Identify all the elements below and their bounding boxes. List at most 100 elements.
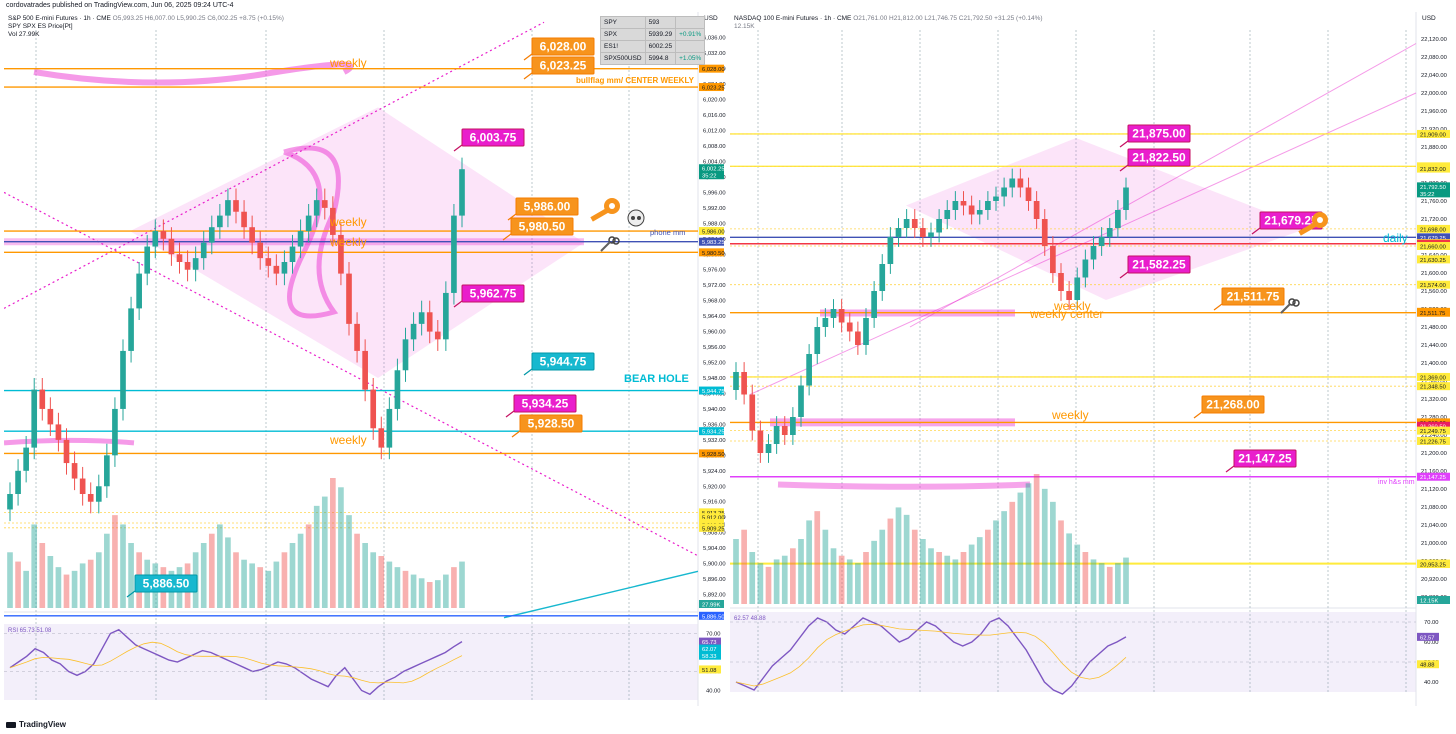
volume-bar — [112, 515, 118, 608]
price-tick: 6,020.00 — [703, 98, 726, 104]
rsi-axis-tag-bg — [699, 637, 721, 646]
candle — [434, 331, 441, 340]
rsi-tick: 40.00 — [1424, 680, 1439, 686]
volume-bar — [1050, 501, 1056, 604]
candle — [47, 408, 54, 425]
callout-text: 5,962.75 — [470, 287, 517, 301]
es-chart-svg[interactable]: RSI 65.73 51.08 USD 6,036.00 6,032.00 6,028.… — [4, 12, 726, 710]
callout-box — [1221, 287, 1285, 306]
price-axis-tag-bg — [1417, 421, 1450, 430]
candle — [451, 215, 457, 293]
price-axis-tag-text: 35:22 — [702, 174, 717, 180]
candle — [378, 428, 385, 448]
footer-text: TradingView — [19, 720, 66, 729]
price-tick: 5,920.00 — [703, 484, 726, 490]
highlight-stroke — [33, 61, 354, 86]
key-ring — [612, 237, 620, 245]
callout-box — [1201, 395, 1265, 414]
annotation-text: weekly — [329, 433, 367, 447]
candle — [23, 447, 29, 471]
price-tick: 6,012.00 — [703, 129, 726, 135]
price-axis-tag: 5,928.50 — [699, 449, 725, 458]
nq-header: NASDAQ 100 E-mini Futures · 1h · CME O21… — [734, 15, 1043, 31]
volume-bar — [1098, 563, 1105, 604]
currency-label: USD — [1422, 15, 1436, 22]
volume-bar — [31, 524, 38, 608]
price-axis-tag: 21,660.00 — [1417, 242, 1450, 251]
price-axis-tag-bg — [1417, 308, 1450, 317]
volume-bar — [39, 543, 46, 608]
callout-pointer — [523, 53, 533, 61]
price-axis-tag: 21,909.00 — [1417, 129, 1450, 138]
rsi-pane[interactable] — [4, 624, 698, 700]
candle — [879, 264, 886, 291]
price-callout: 5,962.75 — [453, 284, 525, 308]
price-tick: 21,480.00 — [1421, 325, 1447, 331]
candle — [31, 389, 38, 448]
price-axis-tag-text: 12.15K — [1420, 599, 1439, 605]
price-axis-tag-text: 21,832.00 — [1420, 167, 1446, 173]
callout-box — [531, 56, 595, 75]
callout-text: 5,986.00 — [524, 200, 571, 214]
price-axis-tag: 6,023.25 — [699, 83, 725, 92]
price-tick: 21,960.00 — [1421, 109, 1447, 115]
ticker-cell-sym: SPX — [600, 28, 646, 41]
price-axis-tag: 21,226.75 — [1417, 436, 1450, 445]
volume-bar — [1106, 566, 1113, 604]
footer-brand[interactable]: TradingView — [6, 720, 66, 729]
candle — [386, 408, 393, 448]
ticker-row: SPX500USD 5994.8 +1.05% — [600, 52, 706, 65]
skull-icon — [627, 209, 645, 227]
volume-bar — [1041, 488, 1048, 604]
callout-text: 21,822.50 — [1132, 151, 1186, 165]
candle — [1017, 178, 1024, 188]
candle — [426, 312, 433, 332]
volume-bar — [944, 555, 951, 604]
volume-bar — [208, 533, 215, 608]
callout-box — [1127, 124, 1191, 143]
volume-bar — [23, 570, 29, 608]
rsi-tick: 60.00 — [1424, 640, 1439, 646]
candle — [289, 246, 296, 262]
price-axis-tag: 21,792.50 — [1417, 182, 1450, 191]
candle — [1033, 201, 1040, 219]
price-tick: 21,760.00 — [1421, 199, 1447, 205]
volume-bar — [120, 524, 126, 608]
volume-bar — [265, 570, 272, 608]
ticker-row: SPX 5939.29 +0.91% — [600, 28, 706, 41]
annotation-text: weekly — [1053, 299, 1091, 313]
price-tick: 22,080.00 — [1421, 55, 1447, 61]
nq-chart-svg[interactable]: 62.57 48.88 USD 22,120.00 22,080.00 22,040.0… — [730, 12, 1452, 710]
price-tick: 5,936.00 — [703, 422, 726, 428]
key-hole — [1317, 217, 1323, 223]
candle — [176, 254, 183, 262]
price-tick: 5,916.00 — [703, 500, 726, 506]
volume-bar — [434, 580, 441, 608]
candle — [15, 470, 21, 494]
price-axis-tag: 21,832.00 — [1417, 164, 1450, 173]
candle — [757, 430, 764, 453]
volume-bar — [338, 487, 344, 608]
nq-chart-panel[interactable]: 62.57 48.88 USD 22,120.00 22,080.00 22,040.0… — [730, 12, 1452, 710]
annotation-text: BEAR HOLE — [624, 373, 689, 385]
candle — [830, 309, 837, 318]
candle — [297, 231, 304, 247]
volume-bar — [993, 520, 999, 604]
volume-bar — [443, 574, 449, 608]
price-axis-tag-text: 35:22 — [1420, 192, 1435, 198]
price-tick: 5,896.00 — [703, 577, 726, 583]
rsi-pane[interactable] — [730, 612, 1416, 692]
candle — [313, 200, 320, 216]
candle — [871, 291, 877, 318]
price-tick: 21,080.00 — [1421, 505, 1447, 511]
price-tick: 6,036.00 — [703, 36, 726, 42]
price-axis-tag: 5,944.75 — [699, 386, 725, 395]
price-tick: 21,320.00 — [1421, 397, 1447, 403]
candle — [192, 258, 199, 270]
es-chart-panel[interactable]: RSI 65.73 51.08 USD 6,036.00 6,032.00 6,028.… — [4, 12, 726, 710]
nq-volume-label: 12.15K — [734, 23, 755, 30]
price-axis-tag-bg — [1417, 182, 1450, 191]
price-axis-tag-text: 21,511.75 — [1420, 311, 1445, 317]
volume-bar — [346, 515, 352, 608]
price-axis-tag-bg — [699, 449, 724, 458]
